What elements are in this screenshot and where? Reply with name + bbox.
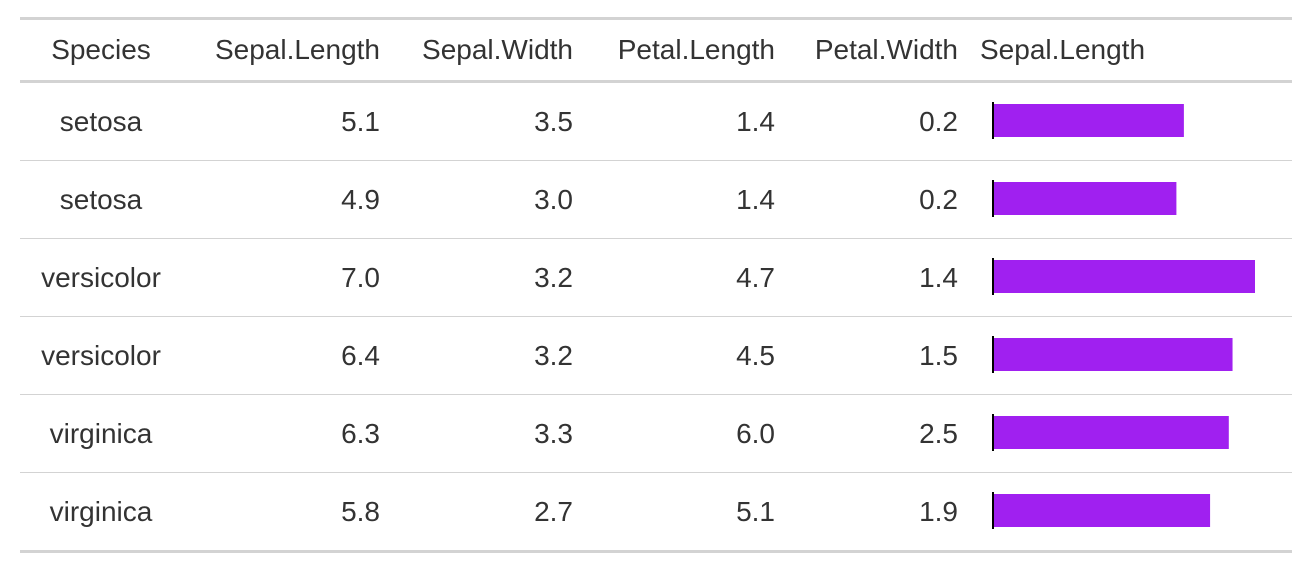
table-header: Species Sepal.Length Sepal.Width Petal.Leng… xyxy=(20,18,1292,82)
value-cell: 3.2 xyxy=(392,238,585,317)
value-cell: 1.5 xyxy=(787,316,970,395)
bar-cell xyxy=(970,81,1292,161)
value-cell: 1.4 xyxy=(585,160,787,239)
value-cell: 6.4 xyxy=(182,316,392,395)
species-cell: versicolor xyxy=(20,316,182,395)
value-cell: 1.4 xyxy=(787,238,970,317)
value-cell: 3.5 xyxy=(392,81,585,161)
column-header: Sepal.Width xyxy=(422,34,573,65)
species-cell: versicolor xyxy=(20,238,182,317)
bar-cell xyxy=(970,160,1292,239)
species-cell: setosa xyxy=(20,160,182,239)
column-header: Petal.Width xyxy=(814,34,958,65)
value-cell: 4.5 xyxy=(585,316,787,395)
bar-cell xyxy=(970,472,1292,552)
table-row: virginica 5.8 2.7 5.1 1.9 xyxy=(20,472,1292,552)
value-cell: 2.7 xyxy=(392,472,585,552)
column-header: Sepal.Length xyxy=(980,34,1146,65)
bar-cell xyxy=(970,238,1292,317)
table-row: versicolor 6.4 3.2 4.5 1.5 xyxy=(20,316,1292,395)
bar xyxy=(993,338,1233,371)
column-header: Species xyxy=(51,34,151,65)
table-row: virginica 6.3 3.3 6.0 2.5 xyxy=(20,394,1292,473)
bar-chart xyxy=(992,180,1177,217)
bar xyxy=(993,182,1177,215)
bar-chart xyxy=(992,414,1229,451)
table-row: setosa 5.1 3.5 1.4 0.2 xyxy=(20,81,1292,161)
table-row: versicolor 7.0 3.2 4.7 1.4 xyxy=(20,238,1292,317)
value-cell: 6.3 xyxy=(182,394,392,473)
table-body: setosa 5.1 3.5 1.4 0.2 setosa 4.9 3.0 1.4 0.2 vers… xyxy=(20,81,1292,552)
column-header: Sepal.Length xyxy=(214,34,380,65)
table-row: setosa 4.9 3.0 1.4 0.2 xyxy=(20,160,1292,239)
bar-chart xyxy=(992,258,1255,295)
value-cell: 3.2 xyxy=(392,316,585,395)
value-cell: 5.1 xyxy=(182,81,392,161)
value-cell: 1.4 xyxy=(585,81,787,161)
value-cell: 1.9 xyxy=(787,472,970,552)
column-header: Petal.Length xyxy=(617,34,775,65)
header-row: Species Sepal.Length Sepal.Width Petal.Leng… xyxy=(20,18,1292,82)
bar-chart xyxy=(992,102,1184,139)
species-cell: virginica xyxy=(20,394,182,473)
bar-cell xyxy=(970,316,1292,395)
iris-table: Species Sepal.Length Sepal.Width Petal.Leng… xyxy=(20,17,1292,553)
species-cell: setosa xyxy=(20,81,182,161)
value-cell: 6.0 xyxy=(585,394,787,473)
bar-chart xyxy=(992,492,1211,529)
value-cell: 3.0 xyxy=(392,160,585,239)
value-cell: 5.1 xyxy=(585,472,787,552)
bar-chart xyxy=(992,336,1233,373)
bar xyxy=(993,104,1184,137)
bar xyxy=(993,494,1211,527)
value-cell: 7.0 xyxy=(182,238,392,317)
species-cell: virginica xyxy=(20,472,182,552)
bar xyxy=(993,260,1255,293)
value-cell: 0.2 xyxy=(787,160,970,239)
value-cell: 2.5 xyxy=(787,394,970,473)
value-cell: 3.3 xyxy=(392,394,585,473)
value-cell: 4.9 xyxy=(182,160,392,239)
value-cell: 0.2 xyxy=(787,81,970,161)
bar-cell xyxy=(970,394,1292,473)
value-cell: 4.7 xyxy=(585,238,787,317)
value-cell: 5.8 xyxy=(182,472,392,552)
bar xyxy=(993,416,1229,449)
